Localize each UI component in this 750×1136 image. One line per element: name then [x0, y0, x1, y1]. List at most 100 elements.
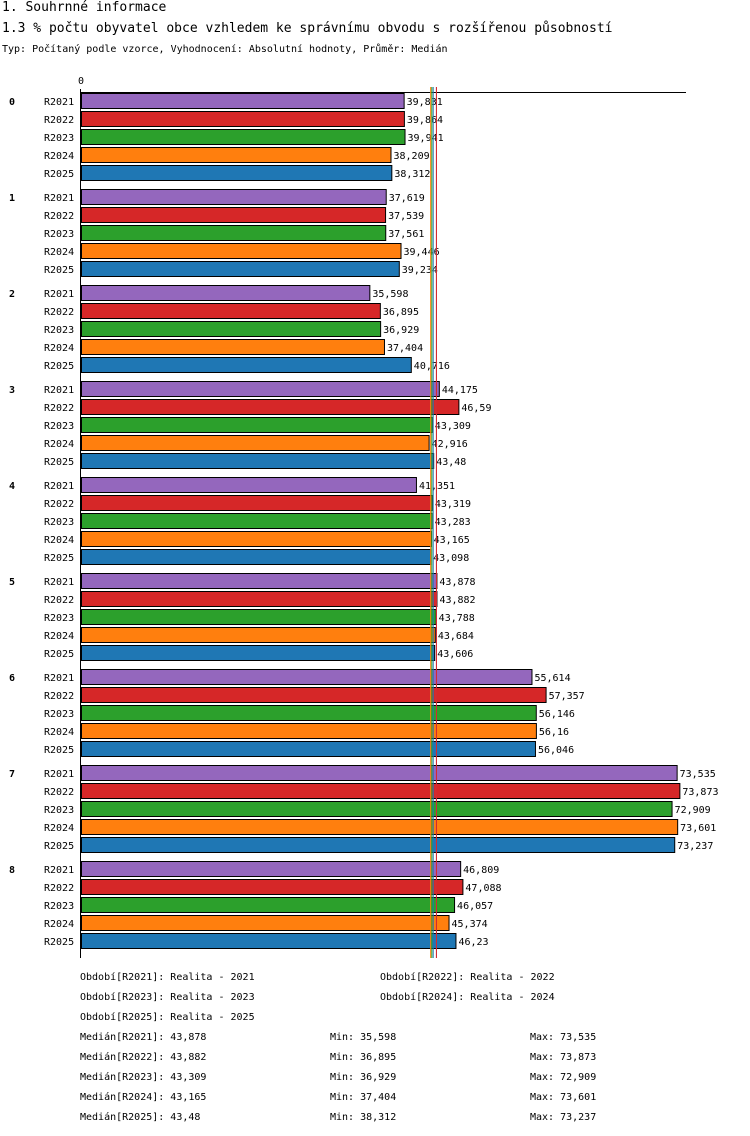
bar-r2023-group-8 [81, 897, 456, 913]
value-label: 43,165 [434, 535, 470, 546]
bar-r2021-group-6 [81, 669, 533, 685]
bar-r2023-group-2 [81, 321, 382, 337]
value-label: 39,446 [404, 247, 440, 258]
series-label: R2022 [44, 499, 74, 510]
chart-title: 1.3 % počtu obyvatel obce vzhledem ke sp… [2, 21, 613, 36]
max-r2024: Max: 73,601 [530, 1092, 597, 1103]
legend-period-r2024: Období[R2024]: Realita - 2024 [380, 992, 555, 1003]
value-label: 45,374 [452, 919, 488, 930]
bar-r2022-group-2 [81, 303, 381, 319]
value-label: 36,929 [383, 325, 419, 336]
value-label: 56,146 [539, 709, 575, 720]
series-label: R2024 [44, 151, 74, 162]
bar-r2023-group-6 [81, 705, 537, 721]
value-label: 44,175 [442, 385, 478, 396]
bar-r2021-group-8 [81, 861, 462, 877]
value-label: 73,535 [680, 769, 716, 780]
value-label: 39,941 [408, 133, 444, 144]
series-label: R2024 [44, 535, 74, 546]
value-label: 43,283 [435, 517, 471, 528]
series-label: R2025 [44, 937, 74, 948]
series-label: R2021 [44, 193, 74, 204]
value-label: 73,237 [677, 841, 713, 852]
series-label: R2025 [44, 745, 74, 756]
series-label: R2021 [44, 577, 74, 588]
value-label: 43,882 [439, 595, 475, 606]
series-label: R2022 [44, 787, 74, 798]
bar-r2021-group-1 [81, 189, 387, 205]
bar-r2022-group-4 [81, 495, 433, 511]
legend-period-r2025: Období[R2025]: Realita - 2025 [80, 1012, 255, 1023]
series-label: R2021 [44, 385, 74, 396]
value-label: 37,619 [389, 193, 425, 204]
series-label: R2024 [44, 439, 74, 450]
group-label-3: 3 [9, 385, 15, 396]
value-label: 39,831 [407, 97, 443, 108]
axis-zero-label: 0 [78, 76, 84, 87]
bar-r2022-group-6 [81, 687, 547, 703]
bar-r2024-group-8 [81, 915, 450, 931]
series-label: R2024 [44, 631, 74, 642]
value-label: 43,319 [435, 499, 471, 510]
series-label: R2022 [44, 211, 74, 222]
bar-r2024-group-7 [81, 819, 679, 835]
bar-r2022-group-0 [81, 111, 405, 127]
value-label: 35,598 [372, 289, 408, 300]
value-label: 43,878 [439, 577, 475, 588]
series-label: R2023 [44, 517, 74, 528]
group-label-0: 0 [9, 97, 15, 108]
value-label: 73,873 [682, 787, 718, 798]
group-label-8: 8 [9, 865, 15, 876]
series-label: R2025 [44, 169, 74, 180]
group-label-5: 5 [9, 577, 15, 588]
value-label: 43,684 [438, 631, 474, 642]
bar-r2024-group-5 [81, 627, 436, 643]
series-label: R2025 [44, 361, 74, 372]
value-label: 73,601 [680, 823, 716, 834]
legend-period-r2022: Období[R2022]: Realita - 2022 [380, 972, 555, 983]
median-r2022: Medián[R2022]: 43,882 [80, 1052, 207, 1063]
bar-r2023-group-1 [81, 225, 387, 241]
bar-r2024-group-0 [81, 147, 392, 163]
legend-period-r2021: Období[R2021]: Realita - 2021 [80, 972, 255, 983]
min-r2022: Min: 36,895 [330, 1052, 397, 1063]
value-label: 43,309 [435, 421, 471, 432]
value-label: 46,809 [463, 865, 499, 876]
median-r2025: Medián[R2025]: 43,48 [80, 1112, 201, 1123]
min-r2021: Min: 35,598 [330, 1032, 397, 1043]
series-label: R2022 [44, 403, 74, 414]
bar-r2024-group-3 [81, 435, 430, 451]
value-label: 37,404 [387, 343, 423, 354]
bar-r2022-group-1 [81, 207, 387, 223]
bar-r2021-group-5 [81, 573, 438, 589]
bar-r2025-group-7 [81, 837, 676, 853]
bar-r2023-group-3 [81, 417, 433, 433]
series-label: R2022 [44, 115, 74, 126]
value-label: 39,864 [407, 115, 443, 126]
bar-r2021-group-3 [81, 381, 440, 397]
series-label: R2023 [44, 421, 74, 432]
group-label-4: 4 [9, 481, 15, 492]
value-label: 37,561 [388, 229, 424, 240]
bar-r2025-group-3 [81, 453, 435, 469]
bar-r2023-group-4 [81, 513, 433, 529]
series-label: R2022 [44, 595, 74, 606]
value-label: 42,916 [432, 439, 468, 450]
chart-type-line: Typ: Počítaný podle vzorce, Vyhodnocení:… [2, 44, 448, 55]
group-label-1: 1 [9, 193, 15, 204]
value-label: 38,209 [393, 151, 429, 162]
bar-r2022-group-3 [81, 399, 460, 415]
value-label: 43,48 [436, 457, 466, 468]
value-label: 41,351 [419, 481, 455, 492]
series-label: R2025 [44, 457, 74, 468]
bar-r2021-group-4 [81, 477, 417, 493]
value-label: 37,539 [388, 211, 424, 222]
bar-r2023-group-0 [81, 129, 406, 145]
value-label: 46,057 [457, 901, 493, 912]
min-r2024: Min: 37,404 [330, 1092, 397, 1103]
max-r2023: Max: 72,909 [530, 1072, 597, 1083]
series-label: R2024 [44, 919, 74, 930]
value-label: 43,098 [433, 553, 469, 564]
section-title: 1. Souhrnné informace [2, 0, 167, 15]
